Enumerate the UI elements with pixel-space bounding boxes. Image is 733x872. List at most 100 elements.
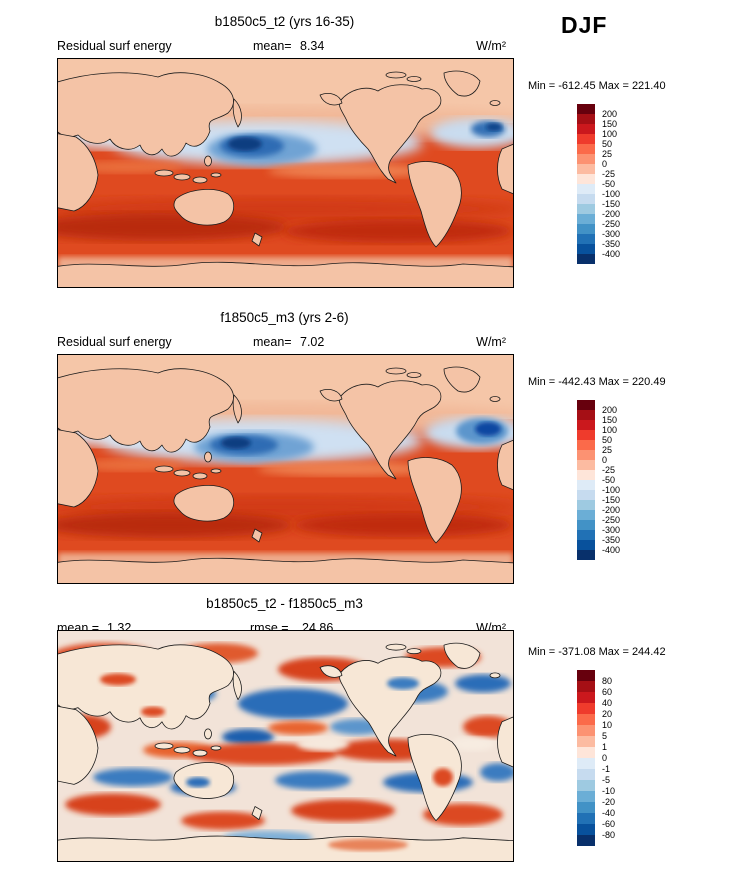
variable-label: Residual surf energy bbox=[57, 335, 172, 349]
colorbar-tick-label: 200 bbox=[602, 405, 618, 415]
colorbar-tick-label: -100 bbox=[602, 189, 621, 199]
colorbar-segment bbox=[577, 780, 595, 791]
minmax-label: Min = -371.08 Max = 244.42 bbox=[528, 646, 666, 658]
colorbar-segment bbox=[577, 204, 595, 214]
colorbar-segment bbox=[577, 144, 595, 154]
colorbar-segment bbox=[577, 490, 595, 500]
mean-label: mean= bbox=[253, 335, 292, 349]
colorbar-tick-label: 1 bbox=[602, 742, 608, 752]
colorbar-segment bbox=[577, 184, 595, 194]
colorbar-segment bbox=[577, 244, 595, 254]
colorbar-segment bbox=[577, 164, 595, 174]
colorbar-segment bbox=[577, 769, 595, 780]
colorbar-tick-label: -350 bbox=[602, 239, 621, 249]
colorbar-segment bbox=[577, 747, 595, 758]
world-map-svg-1 bbox=[58, 59, 513, 287]
colorbar-tick-label: 25 bbox=[602, 445, 613, 455]
colorbar-segment bbox=[577, 440, 595, 450]
mean-value: 8.34 bbox=[300, 39, 325, 53]
colorbar-segment bbox=[577, 692, 595, 703]
colorbar-tick-label: -40 bbox=[602, 808, 616, 818]
panel-difference: b1850c5_t2 - f1850c5_m3 mean = 1.32 rmse… bbox=[0, 588, 733, 872]
colorbar-segment bbox=[577, 835, 595, 846]
colorbar-tick-label: 20 bbox=[602, 709, 613, 719]
colorbar-segment bbox=[577, 802, 595, 813]
colorbar-segment bbox=[577, 703, 595, 714]
colorbar-segment bbox=[577, 420, 595, 430]
colorbar-tick-label: -80 bbox=[602, 830, 616, 840]
colorbar-tick-label: -25 bbox=[602, 169, 616, 179]
colorbar-segment bbox=[577, 500, 595, 510]
colorbar-segment bbox=[577, 736, 595, 747]
colorbar-segment bbox=[577, 234, 595, 244]
colorbar-tick-label: -400 bbox=[602, 545, 621, 555]
colorbar-segment bbox=[577, 480, 595, 490]
colorbar-tick-label: -100 bbox=[602, 485, 621, 495]
colorbar-segment bbox=[577, 214, 595, 224]
colorbar-tick-label: 80 bbox=[602, 676, 613, 686]
colorbar-segment bbox=[577, 450, 595, 460]
colorbar-segment bbox=[577, 670, 595, 681]
panel-title: b1850c5_t2 (yrs 16-35) bbox=[214, 14, 355, 29]
colorbar-tick-label: -5 bbox=[602, 775, 611, 785]
colorbar-segment bbox=[577, 540, 595, 550]
colorbar-tick-label: 0 bbox=[602, 753, 608, 763]
colorbar-tick-label: -300 bbox=[602, 229, 621, 239]
colorbar-tick-label: -250 bbox=[602, 219, 621, 229]
colorbar-tick-label: -25 bbox=[602, 465, 616, 475]
colorbar-segment bbox=[577, 470, 595, 480]
colorbar-segment bbox=[577, 400, 595, 410]
colorbar-swatches bbox=[577, 670, 595, 846]
colorbar-tick-label: -150 bbox=[602, 495, 621, 505]
colorbar-tick-label: 0 bbox=[602, 455, 608, 465]
colorbar-tick-label: -250 bbox=[602, 515, 621, 525]
stats-row: Residual surf energy mean= 7.02 W/m² bbox=[57, 335, 512, 351]
colorbar-tick-label: 0 bbox=[602, 159, 608, 169]
colorbar-swatches bbox=[577, 400, 595, 560]
colorbar-tick-label: -200 bbox=[602, 505, 621, 515]
mean-label: mean= bbox=[253, 39, 292, 53]
colorbar-3: 80 60 40 20 10 5 1 0 -1 -5 -10 -20 -40 -60 -80 bbox=[577, 670, 647, 860]
world-map-svg-3 bbox=[58, 631, 513, 861]
colorbar-segment bbox=[577, 791, 595, 802]
colorbar-segment bbox=[577, 254, 595, 264]
stats-row: Residual surf energy mean= 8.34 W/m² bbox=[57, 39, 512, 55]
minmax-label: Min = -612.45 Max = 221.40 bbox=[528, 80, 666, 92]
colorbar-segment bbox=[577, 550, 595, 560]
colorbar-tick-label: -150 bbox=[602, 199, 621, 209]
colorbar-segment bbox=[577, 174, 595, 184]
colorbar-segment bbox=[577, 510, 595, 520]
units-label: W/m² bbox=[476, 335, 506, 349]
colorbar-tick-label: -350 bbox=[602, 535, 621, 545]
units-label: W/m² bbox=[476, 39, 506, 53]
colorbar-segment bbox=[577, 758, 595, 769]
colorbar-tick-label: -300 bbox=[602, 525, 621, 535]
colorbar-tick-label: 25 bbox=[602, 149, 613, 159]
colorbar-tick-label: 5 bbox=[602, 731, 608, 741]
colorbar-tick-label: 100 bbox=[602, 129, 618, 139]
panel-title: b1850c5_t2 - f1850c5_m3 bbox=[206, 596, 363, 611]
world-map-difference bbox=[57, 630, 514, 862]
colorbar-segment bbox=[577, 124, 595, 134]
season-label: DJF bbox=[561, 12, 608, 38]
colorbar-tick-label: -400 bbox=[602, 249, 621, 259]
colorbar-segment bbox=[577, 520, 595, 530]
colorbar-tick-label: -50 bbox=[602, 179, 616, 189]
colorbar-segment bbox=[577, 714, 595, 725]
colorbar-tick-label: 40 bbox=[602, 698, 613, 708]
panel-title: f1850c5_m3 (yrs 2-6) bbox=[220, 310, 349, 325]
colorbar-tick-label: 50 bbox=[602, 139, 613, 149]
colorbar-segment bbox=[577, 813, 595, 824]
colorbar-tick-label: -1 bbox=[602, 764, 611, 774]
colorbar-tick-label: 10 bbox=[602, 720, 613, 730]
world-map-1 bbox=[57, 58, 514, 288]
colorbar-tick-label: -20 bbox=[602, 797, 616, 807]
colorbar-segment bbox=[577, 224, 595, 234]
colorbar-segment bbox=[577, 681, 595, 692]
colorbar-tick-label: 60 bbox=[602, 687, 613, 697]
colorbar-tick-label: -50 bbox=[602, 475, 616, 485]
colorbar-tick-label: 150 bbox=[602, 415, 618, 425]
world-map-2 bbox=[57, 354, 514, 584]
colorbar-1: 200 150 100 50 25 0 -25 -50 -100 -150 -200 -250 -300… bbox=[577, 104, 647, 294]
